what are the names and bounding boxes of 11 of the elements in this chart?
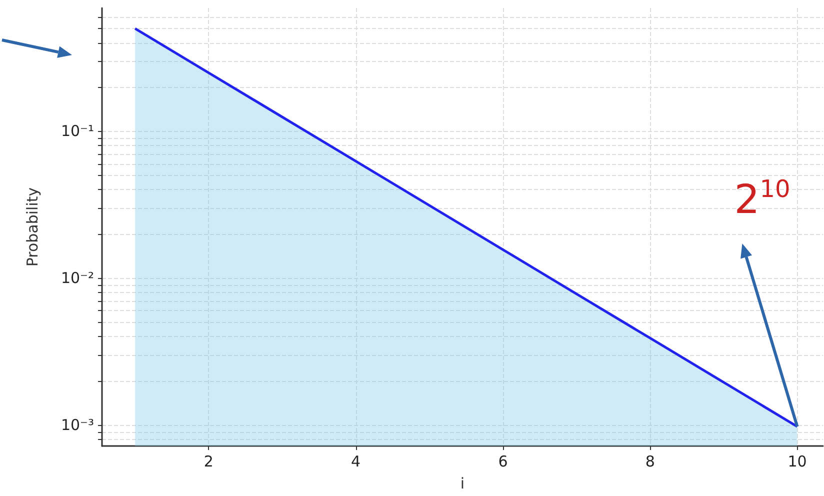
y-tick-label: 10⁻² bbox=[60, 269, 94, 288]
y-tick-label: 10⁻³ bbox=[60, 416, 94, 434]
x-tick-label: 8 bbox=[645, 452, 655, 470]
x-tick-label: 6 bbox=[498, 452, 508, 470]
y-tick-label: 10⁻¹ bbox=[60, 122, 94, 140]
x-tick-label: 4 bbox=[351, 452, 361, 470]
x-axis-title: i bbox=[460, 474, 465, 492]
x-tick-label: 2 bbox=[204, 452, 214, 470]
x-tick-label: 10 bbox=[788, 452, 807, 470]
y-axis-title: Probability bbox=[24, 187, 42, 267]
annotation: 2$^{10}$ bbox=[734, 174, 790, 223]
